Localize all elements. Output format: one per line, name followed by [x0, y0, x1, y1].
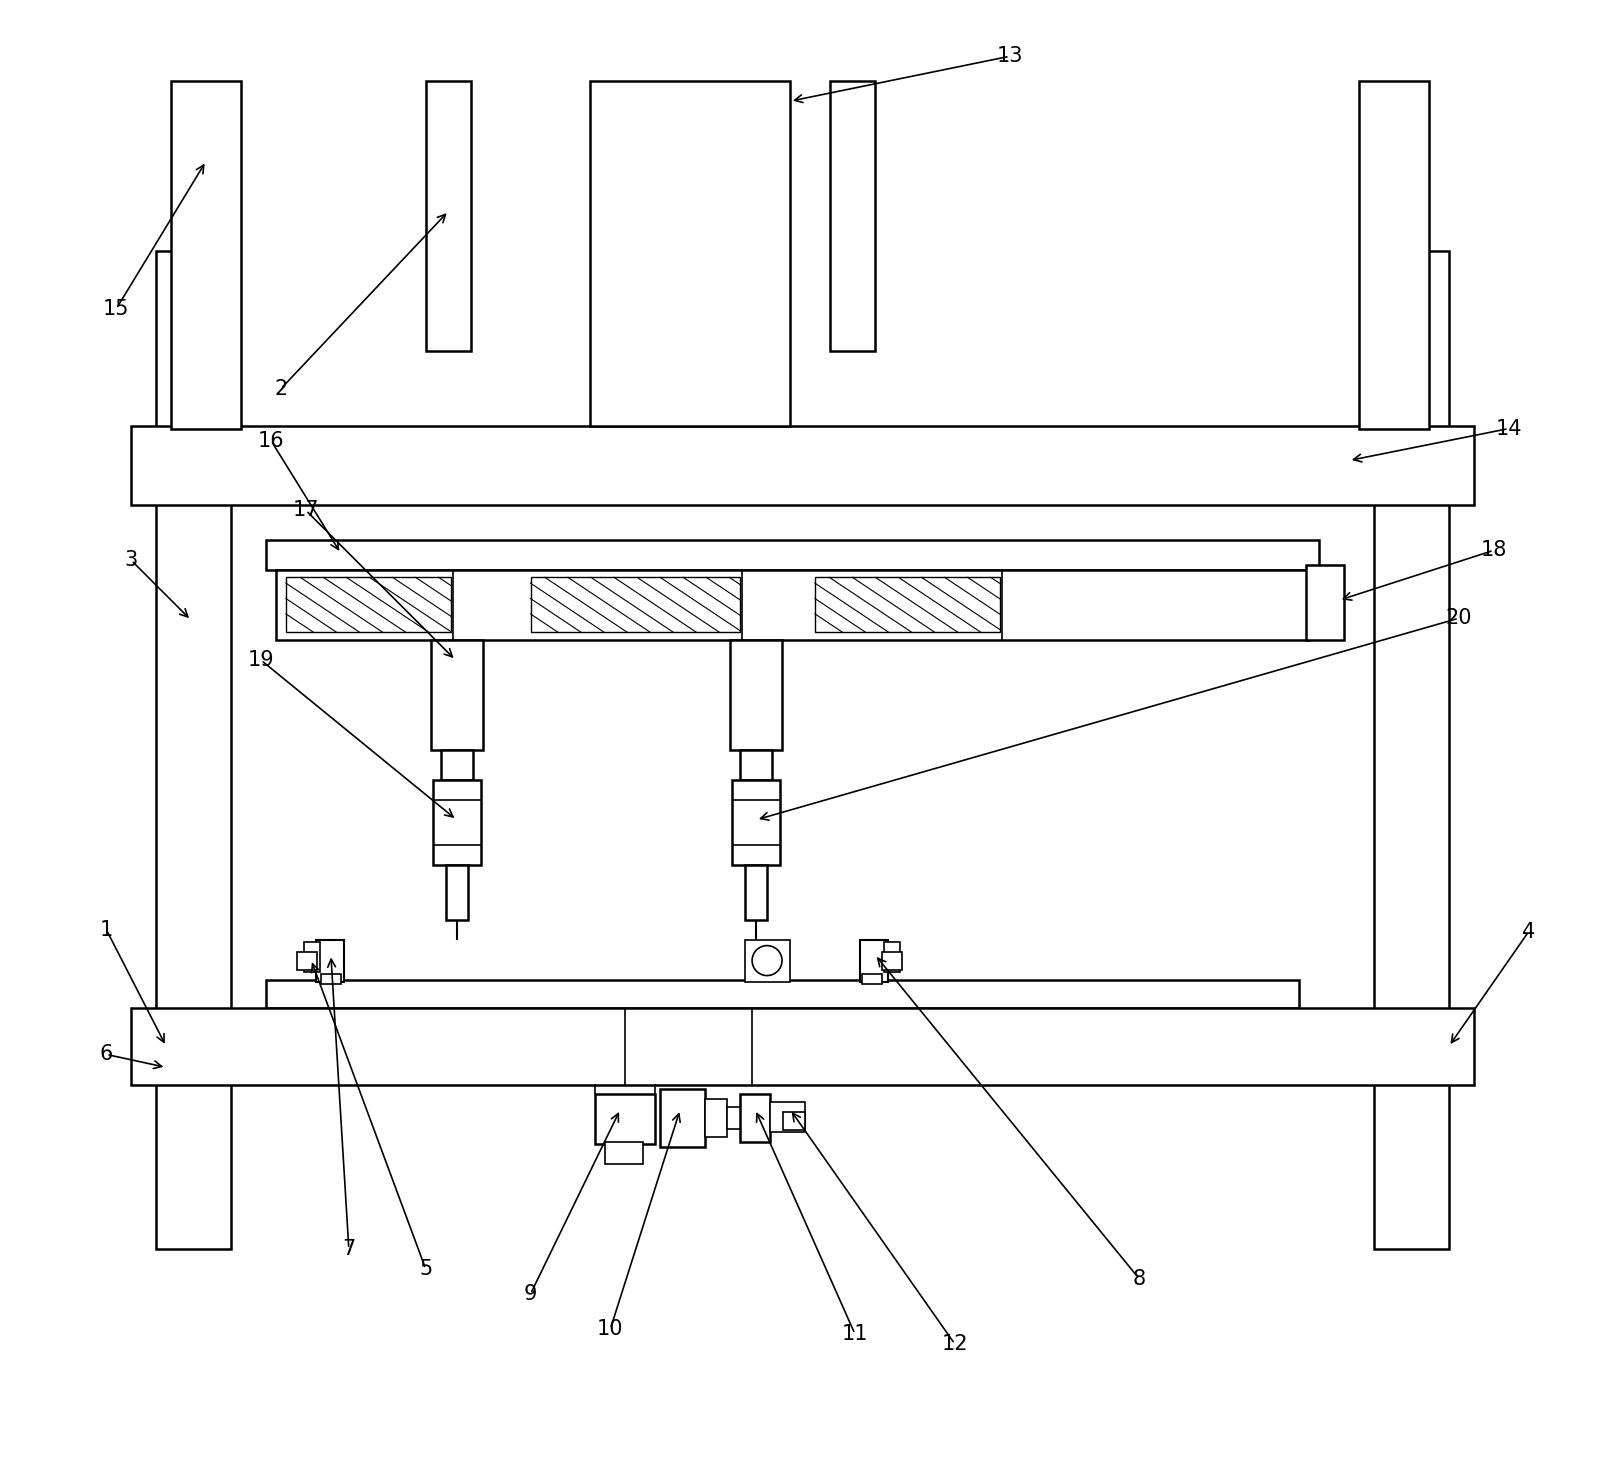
- Bar: [739, 1094, 770, 1142]
- Bar: [605, 1142, 643, 1164]
- Text: 10: 10: [597, 1318, 624, 1339]
- Text: 16: 16: [258, 430, 284, 451]
- Bar: [1359, 82, 1429, 429]
- Text: 7: 7: [342, 1240, 356, 1259]
- Bar: [727, 1108, 776, 1129]
- Text: 8: 8: [1132, 1269, 1145, 1289]
- Bar: [132, 1007, 1474, 1086]
- Bar: [706, 1099, 727, 1137]
- Bar: [1306, 565, 1344, 641]
- Bar: [531, 577, 739, 632]
- Text: 14: 14: [1495, 418, 1522, 439]
- Bar: [441, 750, 473, 780]
- Text: 9: 9: [525, 1284, 537, 1304]
- Bar: [156, 251, 231, 1249]
- Text: 11: 11: [842, 1324, 868, 1344]
- Bar: [661, 1090, 706, 1148]
- Bar: [431, 641, 483, 750]
- Bar: [276, 571, 1309, 641]
- Bar: [860, 940, 889, 982]
- Bar: [425, 82, 470, 351]
- Text: 19: 19: [247, 650, 274, 670]
- Bar: [595, 1094, 656, 1145]
- Text: 3: 3: [125, 550, 138, 571]
- Bar: [746, 940, 791, 982]
- Text: 15: 15: [103, 298, 130, 319]
- Bar: [266, 980, 1299, 1007]
- Bar: [829, 82, 874, 351]
- Bar: [433, 780, 481, 865]
- Text: 12: 12: [942, 1333, 967, 1354]
- Text: 1: 1: [99, 919, 112, 940]
- Bar: [882, 952, 901, 970]
- Bar: [770, 1102, 805, 1132]
- Bar: [316, 940, 343, 982]
- Text: 13: 13: [996, 46, 1023, 67]
- Text: 17: 17: [292, 500, 319, 521]
- Bar: [746, 865, 767, 919]
- Bar: [861, 973, 882, 983]
- Bar: [303, 942, 319, 971]
- Text: 6: 6: [99, 1044, 112, 1065]
- Bar: [321, 973, 342, 983]
- Bar: [172, 82, 241, 429]
- Bar: [815, 577, 999, 632]
- Text: 2: 2: [274, 378, 287, 399]
- Text: 18: 18: [1480, 540, 1506, 561]
- Bar: [590, 82, 791, 426]
- Bar: [286, 577, 451, 632]
- Bar: [132, 426, 1474, 506]
- Bar: [783, 1112, 805, 1130]
- Bar: [730, 641, 783, 750]
- Bar: [1375, 251, 1448, 1249]
- Text: 4: 4: [1522, 921, 1535, 942]
- Text: 20: 20: [1445, 608, 1472, 629]
- Bar: [731, 780, 780, 865]
- Bar: [739, 750, 772, 780]
- Bar: [446, 865, 468, 919]
- Bar: [266, 540, 1318, 571]
- Text: 5: 5: [419, 1259, 433, 1278]
- Bar: [297, 952, 318, 970]
- Bar: [884, 942, 900, 971]
